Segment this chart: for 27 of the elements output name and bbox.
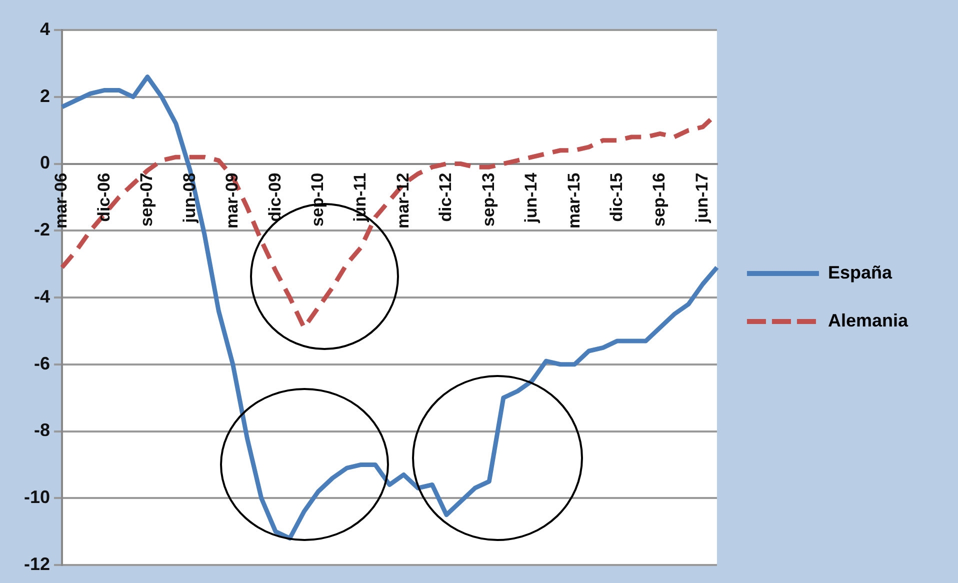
x-tick-label: sep-07 xyxy=(137,172,156,227)
y-tick-label: 2 xyxy=(40,86,50,106)
y-tick-label: 0 xyxy=(40,152,50,173)
x-tick-label: mar-12 xyxy=(393,172,412,229)
y-tick-label: -6 xyxy=(34,353,50,374)
x-tick-label: dic-12 xyxy=(436,172,456,222)
x-tick-label: sep-16 xyxy=(650,172,669,227)
y-tick-label: -2 xyxy=(34,220,50,240)
y-tick-label: -4 xyxy=(34,286,50,306)
x-tick-label: jun-08 xyxy=(180,172,199,224)
y-tick-label: -12 xyxy=(24,554,50,574)
x-tick-label: sep-10 xyxy=(308,172,327,227)
y-tick-label: 4 xyxy=(40,18,50,39)
x-tick-label: mar-15 xyxy=(564,172,584,229)
y-tick-label: -10 xyxy=(24,487,50,508)
x-tick-label: mar-06 xyxy=(52,172,71,229)
y-tick-label: -8 xyxy=(34,420,50,440)
x-tick-label: sep-13 xyxy=(478,172,498,227)
x-tick-label: dic-15 xyxy=(606,172,626,222)
legend-label: Alemania xyxy=(828,310,909,330)
legend-label: España xyxy=(828,262,893,282)
x-tick-label: jun-14 xyxy=(522,172,541,224)
x-tick-label: dic-06 xyxy=(94,172,114,222)
x-tick-label: jun-17 xyxy=(692,172,712,224)
x-tick-label: dic-09 xyxy=(265,172,284,222)
x-tick-label: mar-09 xyxy=(222,172,242,229)
x-tick-label: jun-11 xyxy=(350,172,370,223)
